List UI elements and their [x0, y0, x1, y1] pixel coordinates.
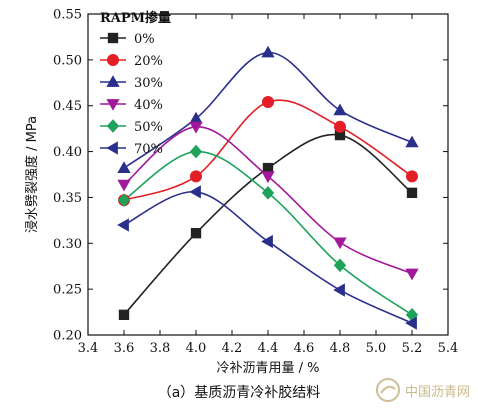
y-tick-label: 0.55 [53, 8, 82, 23]
series-line-40% [123, 126, 413, 275]
y-tick-label: 0.40 [53, 145, 82, 160]
y-tick-label: 0.35 [53, 191, 82, 206]
data-point-50% [333, 258, 347, 273]
data-point-0% [262, 162, 274, 174]
x-tick-label: 4.4 [258, 341, 279, 356]
data-point-50% [261, 186, 275, 200]
y-tick-label: 0.50 [53, 53, 82, 68]
data-point-40% [405, 268, 419, 281]
legend-marker-70% [106, 141, 118, 155]
data-point-40% [117, 179, 131, 192]
x-tick-label: 4.6 [294, 341, 315, 356]
data-point-0% [118, 309, 130, 320]
x-tick-label: 3.8 [150, 341, 171, 356]
legend: RAPM掺量 0% 20% 30% 40% 50% 70% [100, 10, 171, 157]
data-point-20% [262, 96, 274, 109]
data-point-70% [189, 185, 201, 199]
y-tick-label: 0.20 [53, 329, 82, 344]
y-tick-label: 0.30 [53, 237, 82, 252]
legend-label-30%: 30% [134, 76, 163, 91]
data-point-30% [261, 45, 275, 58]
legend-label-20%: 20% [134, 54, 163, 69]
series-markers [117, 45, 419, 330]
data-point-70% [117, 218, 129, 232]
data-point-0% [190, 228, 202, 239]
chart: 3.4 3.6 3.8 4.0 4.2 4.4 4.6 4.8 5.0 5.2 5.4 0.20 0.2… [24, 8, 458, 377]
x-tick-label: 3.4 [78, 341, 99, 356]
data-point-50% [189, 144, 203, 159]
x-tick-label: 4.0 [186, 341, 207, 356]
data-point-40% [189, 121, 203, 134]
data-point-20% [334, 120, 346, 133]
data-point-20% [190, 170, 202, 183]
data-point-30% [117, 161, 131, 173]
data-point-30% [405, 135, 419, 148]
watermark: 中国沥青网 [360, 375, 470, 405]
data-point-40% [333, 237, 347, 250]
figure-caption: （a）基质沥青冷补胶结料 [157, 385, 321, 401]
x-axis-title: 冷补沥青用量 / % [217, 361, 320, 376]
y-tick-label: 0.25 [53, 283, 82, 298]
legend-marker-0% [107, 32, 119, 44]
legend-marker-20% [107, 54, 119, 66]
data-point-40% [261, 171, 275, 184]
y-tick-label: 0.45 [53, 99, 82, 114]
legend-label-50%: 50% [134, 120, 163, 135]
legend-marker-40% [106, 99, 120, 111]
series-line-20% [123, 99, 413, 201]
legend-label-70%: 70% [134, 142, 163, 157]
data-point-70% [261, 234, 273, 249]
series-line-0% [123, 133, 413, 316]
x-tick-label: 5.2 [402, 341, 423, 356]
legend-label-40%: 40% [134, 98, 163, 113]
x-tick-label: 4.8 [330, 341, 351, 356]
x-tick-label: 3.6 [114, 341, 135, 356]
data-point-50% [117, 193, 131, 207]
x-tick-label: 4.2 [222, 341, 243, 356]
data-point-0% [406, 187, 418, 199]
x-tick-label: 5.4 [438, 341, 459, 356]
axes: 3.4 3.6 3.8 4.0 4.2 4.4 4.6 4.8 5.0 5.2 5.4 0.20 0.2… [24, 8, 458, 377]
data-point-70% [333, 283, 345, 297]
data-point-20% [406, 170, 418, 183]
watermark-text: 中国沥青网 [404, 384, 470, 400]
x-tick-label: 5.0 [366, 341, 387, 356]
data-point-30% [333, 103, 347, 116]
legend-marker-50% [106, 119, 120, 133]
asphalt-logo-icon [375, 378, 400, 402]
data-point-70% [405, 316, 417, 330]
legend-label-0%: 0% [134, 32, 155, 47]
y-axis-title: 浸水劈裂强度 / MPa [24, 116, 40, 233]
legend-title: RAPM掺量 [100, 10, 171, 26]
legend-marker-30% [106, 75, 120, 87]
